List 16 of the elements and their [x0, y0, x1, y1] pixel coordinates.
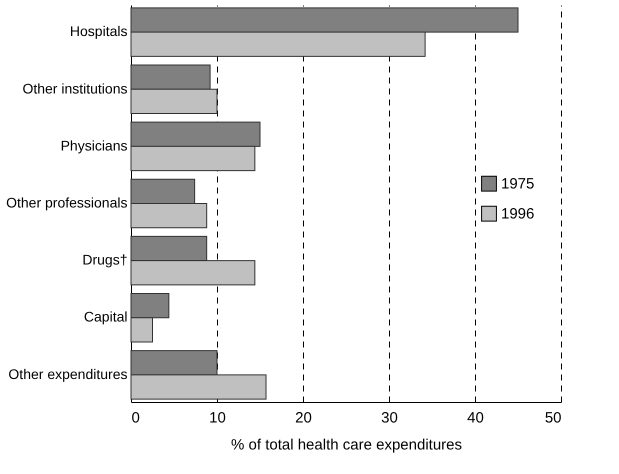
y-tick-label: Other expenditures: [8, 366, 128, 382]
x-tick-label: 40: [467, 410, 484, 426]
y-tick-label: Capital: [84, 308, 128, 325]
legend-label: 1975: [501, 176, 534, 193]
x-tick-label: 20: [295, 410, 312, 426]
x-axis-title: % of total health care expenditures: [231, 436, 462, 454]
y-tick-label: Hospitals: [70, 23, 128, 40]
y-tick-label: Drugs†: [82, 252, 128, 268]
y-tick-label: Other professionals: [6, 194, 128, 210]
legend-label: 1996: [501, 206, 534, 223]
x-tick-label: 50: [544, 410, 562, 426]
y-tick-label: Physicians: [60, 137, 128, 154]
x-tick-label: 0: [132, 410, 140, 426]
x-tick-label: 30: [381, 410, 398, 426]
y-tick-label: Other institutions: [22, 80, 128, 96]
x-tick-label: 10: [209, 410, 226, 426]
